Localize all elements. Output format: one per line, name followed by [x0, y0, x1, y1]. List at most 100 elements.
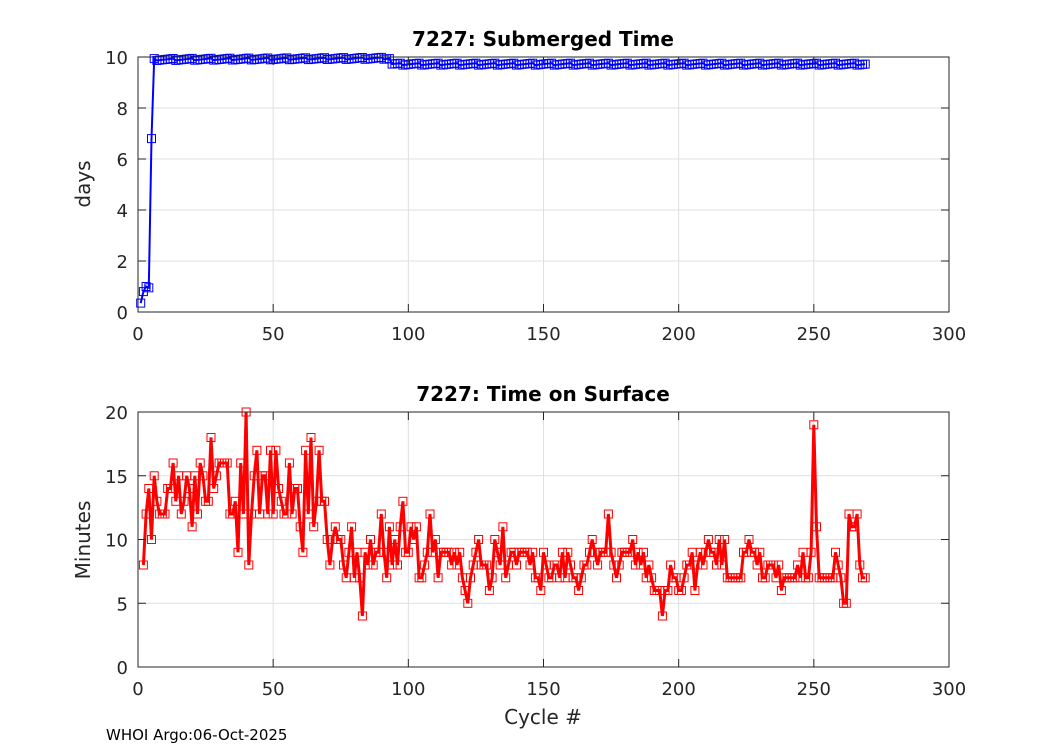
surface-series-markers	[138, 407, 870, 621]
surface-data-point	[836, 573, 846, 583]
surface-data-point	[603, 509, 613, 519]
surface-data-point	[466, 573, 475, 583]
surface-data-point	[233, 547, 243, 557]
surface-data-point	[274, 484, 284, 493]
surface-data-point	[322, 535, 332, 544]
surface-data-point	[325, 560, 335, 570]
surface-data-point	[790, 573, 800, 583]
surface-data-point	[187, 522, 197, 532]
surface-data-point	[860, 573, 870, 583]
submerged-time-panel: 0 50 100 150 200 250 300 0 2 4 6 8 10 7227: Submerge…	[71, 27, 966, 345]
submerged-xtick-label: 100	[391, 324, 425, 345]
submerged-ticks: 0 50 100 150 200 250 300 0 2 4 6 8 10	[105, 48, 966, 345]
surface-data-point	[198, 471, 208, 481]
surface-xtick-label: 150	[526, 679, 560, 700]
surface-data-point	[138, 560, 148, 570]
surface-data-point	[666, 560, 676, 570]
surface-ytick-label: 10	[105, 531, 128, 552]
surface-data-point	[268, 509, 278, 519]
surface-data-point	[695, 547, 705, 557]
surface-data-point	[806, 547, 816, 557]
surface-data-point	[612, 573, 621, 583]
surface-title: 7227: Time on Surface	[416, 382, 670, 406]
submerged-data-point	[144, 283, 154, 293]
surface-data-point	[447, 560, 457, 570]
surface-data-point	[512, 560, 521, 570]
surface-data-point	[498, 522, 508, 532]
submerged-ytick-label: 4	[117, 201, 128, 222]
surface-data-point	[149, 471, 159, 481]
surface-data-point	[709, 547, 719, 557]
surface-data-point	[384, 522, 394, 532]
surface-data-point	[720, 535, 730, 544]
surface-time-panel: 0 50 100 150 200 250 300 0 5 10 15 20 7227: Time on…	[71, 382, 966, 729]
surface-data-point	[395, 522, 405, 532]
surface-data-point	[260, 471, 270, 481]
surface-data-point	[539, 547, 548, 557]
surface-data-point	[471, 547, 481, 557]
surface-data-point	[644, 560, 654, 570]
surface-data-point	[314, 445, 324, 455]
surface-xtick-label: 250	[797, 679, 831, 700]
surface-data-point	[236, 458, 246, 468]
surface-data-point	[679, 573, 689, 583]
surface-series-line	[141, 411, 866, 617]
surface-data-point	[409, 535, 419, 544]
surface-data-point	[849, 522, 859, 532]
surface-data-point	[736, 573, 746, 583]
surface-data-point	[390, 535, 400, 544]
surface-data-point	[487, 573, 497, 583]
surface-data-point	[433, 573, 443, 583]
surface-data-point	[449, 547, 459, 557]
surface-data-point	[833, 560, 843, 570]
surface-data-point	[614, 560, 624, 570]
surface-data-point	[430, 535, 440, 544]
surface-data-point	[363, 560, 373, 570]
surface-data-point	[184, 484, 194, 493]
submerged-data-point	[136, 298, 146, 308]
surface-data-point	[528, 547, 538, 557]
surface-data-point	[309, 522, 319, 532]
surface-data-point	[355, 573, 365, 583]
surface-data-point	[587, 535, 597, 544]
surface-data-point	[398, 496, 408, 506]
surface-data-point	[628, 535, 638, 544]
surface-data-point	[193, 509, 202, 519]
surface-data-point	[228, 509, 238, 519]
surface-data-point	[536, 586, 546, 595]
submerged-xtick-label: 300	[932, 324, 966, 345]
surface-xtick-label: 300	[932, 679, 966, 700]
surface-data-point	[749, 547, 759, 557]
submerged-ytick-label: 2	[117, 252, 128, 273]
surface-data-point	[455, 547, 465, 557]
surface-data-point	[525, 560, 535, 570]
surface-data-point	[793, 560, 803, 570]
surface-data-point	[501, 573, 511, 583]
submerged-data-point	[860, 59, 870, 69]
surface-xtick-label: 200	[661, 679, 695, 700]
surface-data-point	[657, 611, 667, 621]
submerged-xtick-label: 250	[797, 324, 831, 345]
surface-data-point	[606, 547, 616, 557]
surface-xtick-label: 0	[132, 679, 143, 700]
surface-data-point	[593, 560, 603, 570]
surface-data-point	[339, 560, 348, 570]
surface-data-point	[168, 458, 178, 468]
surface-data-point	[633, 547, 643, 557]
surface-data-point	[831, 547, 840, 557]
surface-data-point	[755, 547, 765, 557]
surface-data-point	[463, 598, 473, 608]
surface-data-point	[271, 445, 281, 455]
surface-data-point	[306, 433, 316, 442]
surface-ylabel: Minutes	[71, 501, 95, 580]
surface-data-point	[160, 509, 170, 519]
surface-data-point	[422, 547, 432, 557]
surface-data-point	[425, 509, 435, 519]
surface-data-point	[812, 522, 821, 532]
surface-data-point	[522, 547, 532, 557]
surface-data-point	[630, 560, 640, 570]
surface-data-point	[295, 522, 305, 532]
surface-data-point	[601, 547, 611, 557]
surface-data-point	[406, 522, 416, 532]
submerged-xtick-label: 50	[262, 324, 285, 345]
